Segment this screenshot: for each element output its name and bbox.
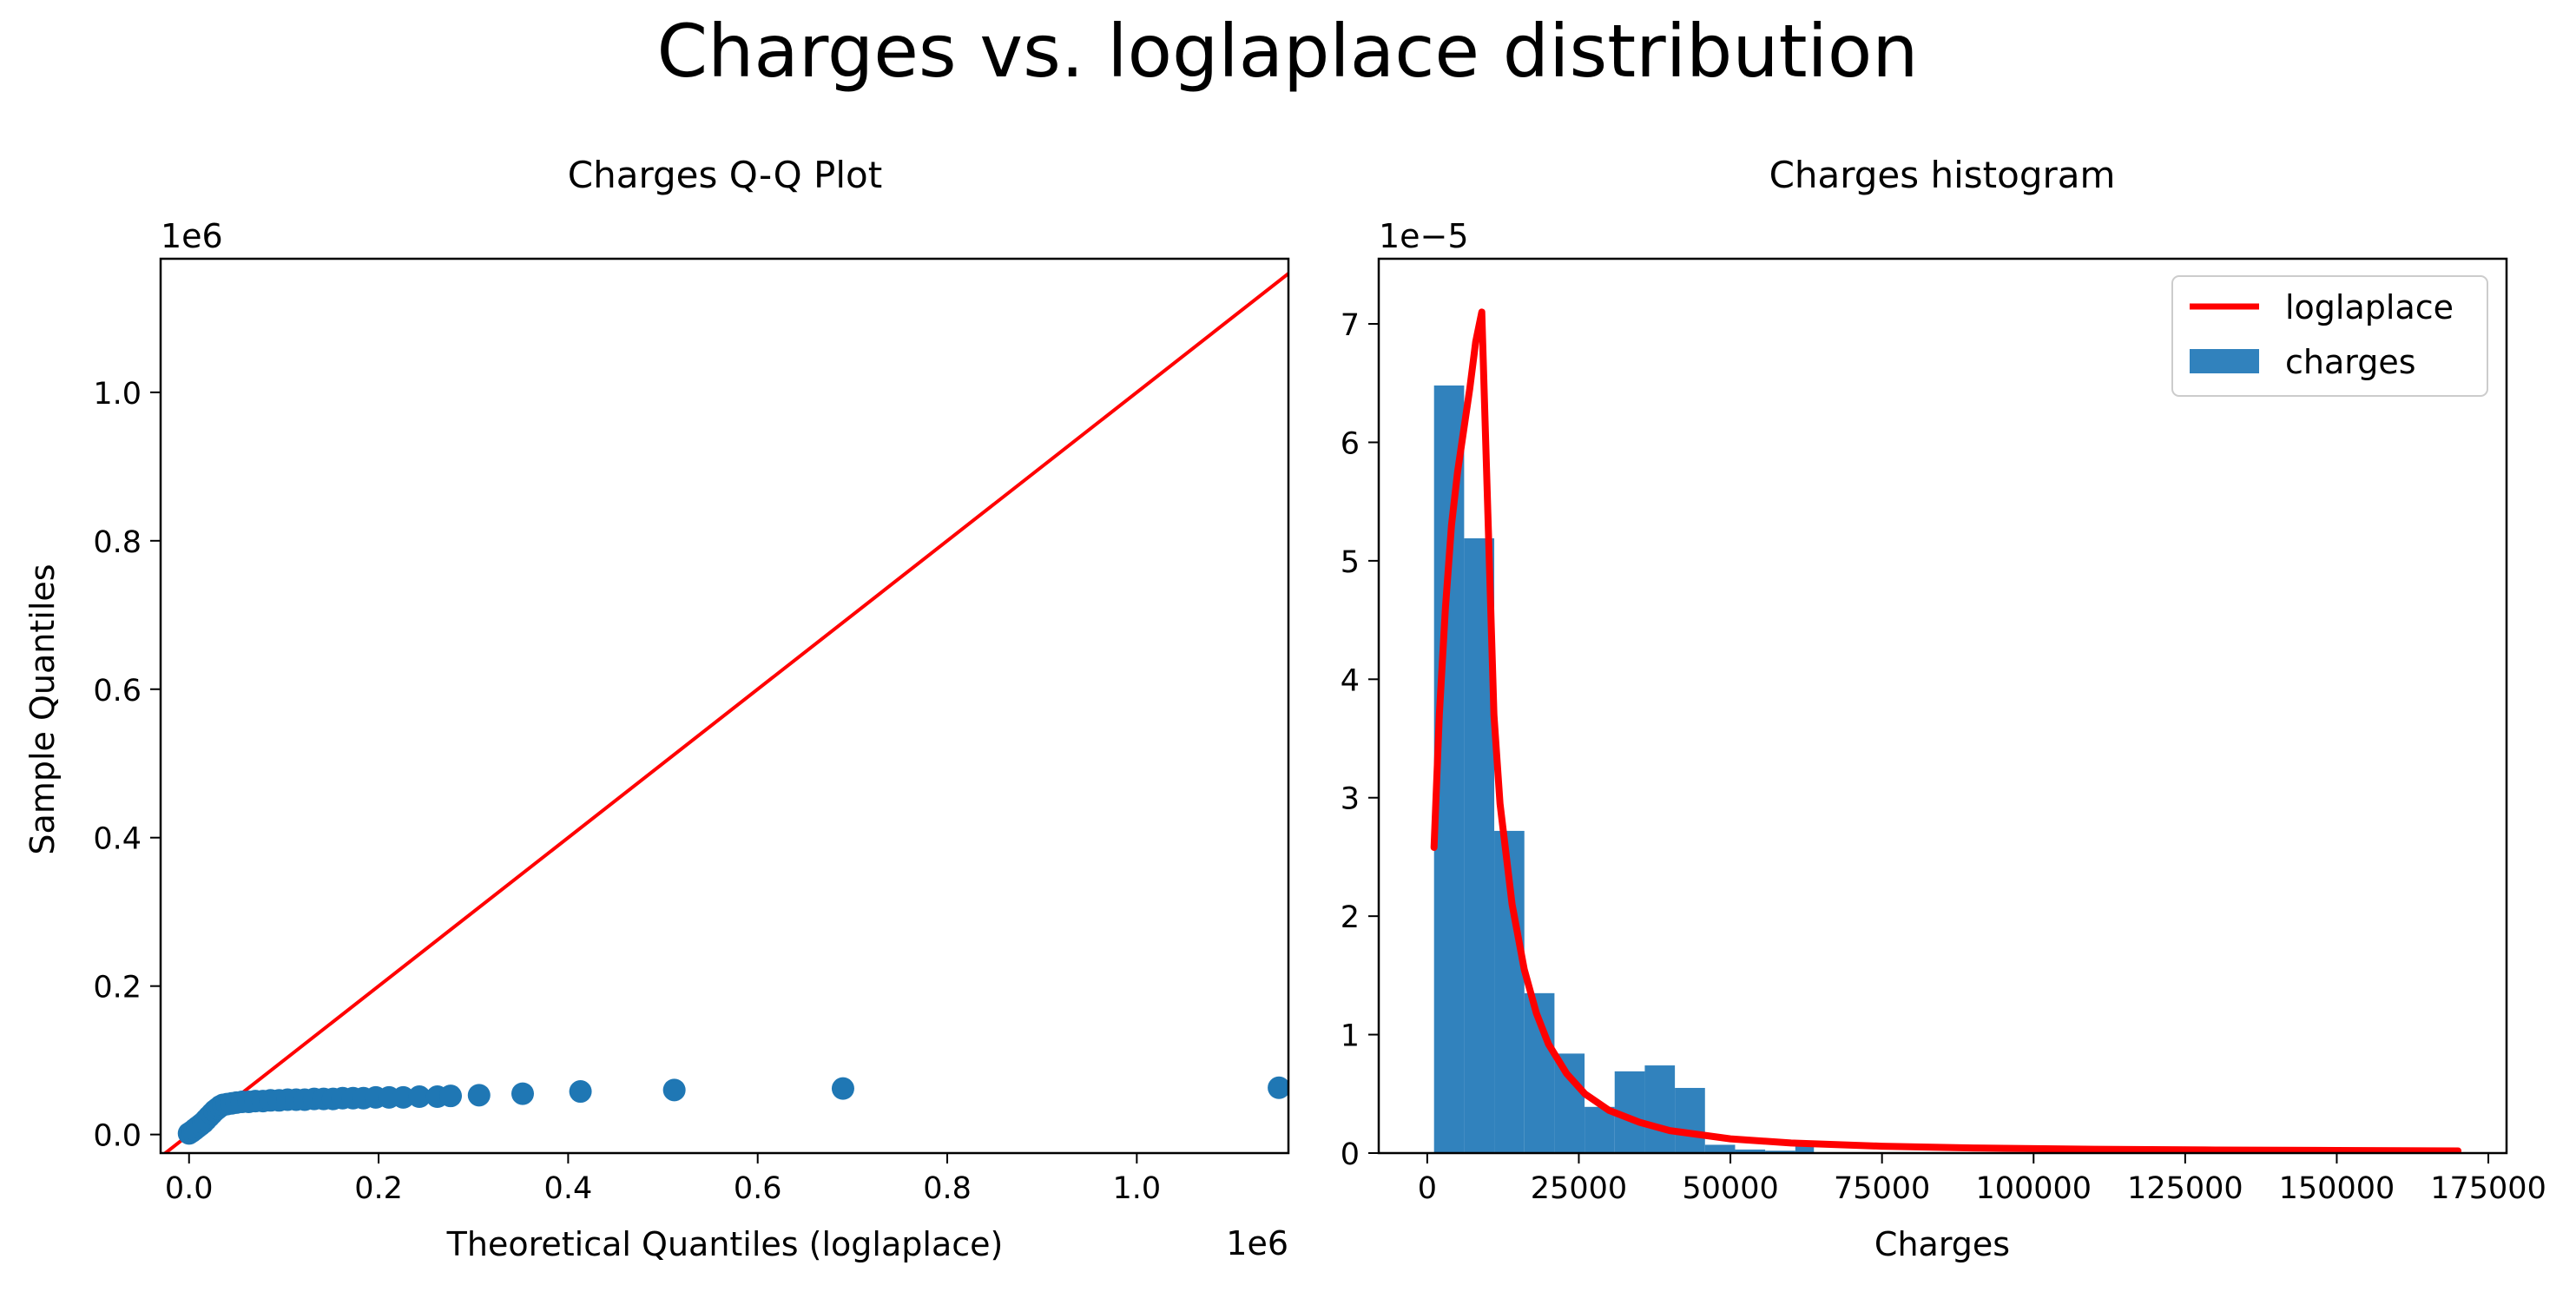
figure-title: Charges vs. loglaplace distribution bbox=[656, 9, 1918, 94]
qq-reference-line bbox=[162, 271, 1288, 1153]
histogram-x-axis-label: Charges bbox=[1874, 1225, 2010, 1263]
qq-y-tick-label: 0.6 bbox=[93, 674, 142, 709]
histogram-y-tick-label: 1 bbox=[1341, 1019, 1360, 1054]
qq-y-tick-label: 0.2 bbox=[93, 971, 142, 1005]
histogram-x-tick-label: 150000 bbox=[2279, 1171, 2395, 1206]
qq-y-tick-label: 1.0 bbox=[93, 377, 142, 412]
histogram-x-tick-label: 0 bbox=[1418, 1171, 1437, 1206]
qq-point bbox=[408, 1085, 432, 1109]
qq-point bbox=[569, 1080, 592, 1104]
qq-plot-area bbox=[162, 271, 1288, 1153]
qq-point bbox=[467, 1084, 491, 1107]
qq-y-offset-label: 1e6 bbox=[161, 217, 223, 255]
histogram-x-tick-label: 50000 bbox=[1682, 1171, 1778, 1206]
histogram-y-tick-label: 4 bbox=[1341, 663, 1360, 698]
qq-x-tick-label: 0.6 bbox=[734, 1171, 782, 1206]
qq-x-tick-label: 1.0 bbox=[1113, 1171, 1162, 1206]
histogram-panel: Charges histogram 1e−5 Charges 0 25000 500… bbox=[1341, 154, 2546, 1263]
qq-x-tick-label: 0.4 bbox=[544, 1171, 593, 1206]
histogram-x-tick-label: 125000 bbox=[2127, 1171, 2243, 1206]
qq-x-tick-label: 0.0 bbox=[165, 1171, 214, 1206]
histogram-y-offset-label: 1e−5 bbox=[1379, 217, 1469, 255]
qq-x-offset-label: 1e6 bbox=[1226, 1224, 1288, 1262]
histogram-bar bbox=[1584, 1106, 1615, 1153]
qq-plot-title: Charges Q-Q Plot bbox=[568, 154, 882, 196]
histogram-axes-frame bbox=[1377, 257, 2508, 1155]
qq-plot-panel: Charges Q-Q Plot 1e6 1e6 Theoretical Qua… bbox=[23, 154, 1290, 1263]
histogram-y-tick-label: 6 bbox=[1341, 426, 1360, 461]
qq-x-ticks: 0.0 0.2 0.4 0.6 0.8 1.0 bbox=[165, 1153, 1161, 1206]
qq-point bbox=[662, 1078, 686, 1102]
qq-x-tick-label: 0.8 bbox=[923, 1171, 972, 1206]
loglaplace-pdf-line bbox=[1430, 308, 2462, 1153]
legend-entry-charges: charges bbox=[2285, 343, 2416, 381]
histogram-y-tick-label: 0 bbox=[1341, 1137, 1360, 1172]
qq-y-axis-label: Sample Quantiles bbox=[23, 564, 62, 854]
qq-point bbox=[1268, 1076, 1288, 1099]
qq-y-tick-label: 0.8 bbox=[93, 525, 142, 560]
qq-y-ticks: 0.0 0.2 0.4 0.6 0.8 1.0 bbox=[93, 377, 161, 1154]
histogram-y-tick-label: 7 bbox=[1341, 308, 1360, 343]
histogram-x-tick-label: 100000 bbox=[1975, 1171, 2092, 1206]
histogram-x-tick-label: 75000 bbox=[1834, 1171, 1930, 1206]
qq-y-tick-label: 0.0 bbox=[93, 1119, 142, 1154]
qq-x-tick-label: 0.2 bbox=[354, 1171, 403, 1206]
legend-bar-swatch bbox=[2190, 349, 2259, 373]
histogram-bar bbox=[1675, 1087, 1705, 1153]
legend-entry-loglaplace: loglaplace bbox=[2285, 288, 2454, 326]
qq-x-axis-label: Theoretical Quantiles (loglaplace) bbox=[446, 1225, 1004, 1263]
histogram-bar bbox=[1554, 1053, 1585, 1153]
histogram-bar bbox=[1735, 1149, 1766, 1153]
qq-point bbox=[831, 1077, 854, 1100]
histogram-y-tick-label: 3 bbox=[1341, 782, 1360, 817]
histogram-x-ticks: 0 25000 50000 75000 100000 125000 150000 175000 bbox=[1418, 1153, 2546, 1206]
qq-y-tick-label: 0.4 bbox=[93, 822, 142, 857]
qq-point bbox=[439, 1084, 463, 1108]
histogram-bar bbox=[1765, 1150, 1795, 1153]
histogram-y-ticks: 0 1 2 3 4 5 6 7 bbox=[1341, 308, 1379, 1172]
qq-axes-frame bbox=[159, 257, 1290, 1155]
histogram-bar bbox=[1704, 1144, 1736, 1153]
histogram-y-tick-label: 2 bbox=[1341, 900, 1360, 935]
histogram-x-tick-label: 175000 bbox=[2430, 1171, 2546, 1206]
qq-point bbox=[511, 1082, 534, 1105]
histogram-title: Charges histogram bbox=[1769, 154, 2116, 196]
qq-point bbox=[392, 1085, 415, 1109]
histogram-x-tick-label: 25000 bbox=[1531, 1171, 1627, 1206]
histogram-plot-area bbox=[1430, 308, 2462, 1153]
histogram-bar bbox=[1644, 1065, 1676, 1153]
histogram-y-tick-label: 5 bbox=[1341, 545, 1360, 580]
histogram-legend: loglaplace charges bbox=[2171, 275, 2488, 397]
